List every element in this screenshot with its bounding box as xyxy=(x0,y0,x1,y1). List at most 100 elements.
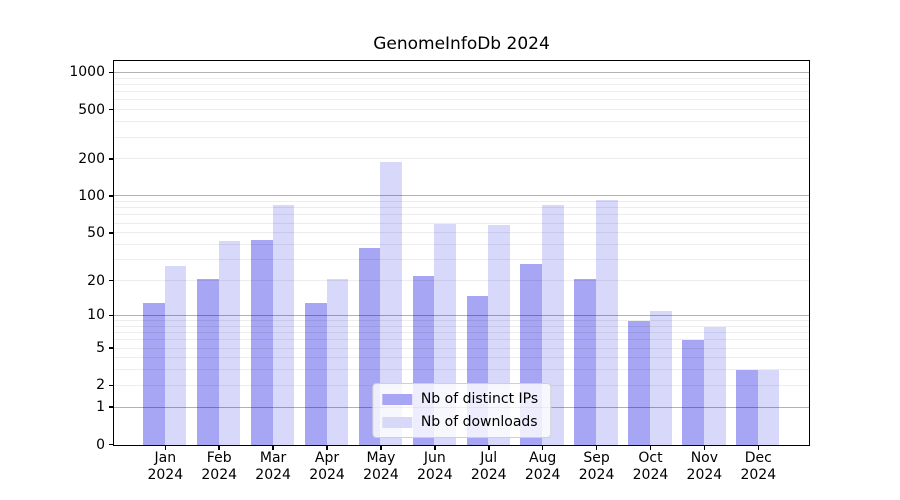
x-tick-mark-mar xyxy=(272,446,274,450)
x-tick-year-feb: 2024 xyxy=(201,467,238,483)
bar-distinct-ips-jan xyxy=(143,302,165,445)
y-tick-mark-5 xyxy=(109,347,113,349)
x-tick-year-sep: 2024 xyxy=(578,467,615,483)
bar-distinct-ips-dec xyxy=(736,370,758,445)
x-tick-year-jul: 2024 xyxy=(470,467,507,483)
bar-distinct-ips-oct xyxy=(628,321,650,445)
bar-distinct-ips-nov xyxy=(682,340,704,445)
bar-downloads-nov xyxy=(703,326,726,445)
y-tick-mark-200 xyxy=(109,158,113,160)
x-tick-mark-jan xyxy=(164,446,167,450)
gridline-minor-900 xyxy=(114,77,809,79)
legend: Nb of distinct IPs Nb of downloads xyxy=(371,383,552,438)
gridline-minor-400 xyxy=(114,121,809,123)
y-tick-label-200: 200 xyxy=(78,150,105,167)
bar-downloads-dec xyxy=(757,370,780,445)
gridline-minor-70 xyxy=(114,214,809,216)
x-tick-mark-feb xyxy=(218,446,220,450)
x-tick-mark-oct xyxy=(649,446,652,450)
y-tick-label-100: 100 xyxy=(78,187,105,204)
x-tick-label-oct: Oct 2024 xyxy=(618,450,682,484)
x-tick-label-jun: Jun 2024 xyxy=(403,450,467,484)
x-tick-year-apr: 2024 xyxy=(309,467,345,483)
x-tick-label-sep: Sep 2024 xyxy=(565,450,629,484)
bar-downloads-apr xyxy=(326,278,349,445)
bar-downloads-mar xyxy=(272,204,295,445)
x-tick-label-mar: Mar 2024 xyxy=(241,450,305,484)
bar-downloads-may xyxy=(380,162,403,445)
bar-distinct-ips-sep xyxy=(574,278,597,445)
x-tick-mark-jun xyxy=(434,446,436,450)
x-tick-label-nov: Nov 2024 xyxy=(672,450,736,484)
x-tick-label-feb: Feb 2024 xyxy=(187,450,251,484)
x-tick-mark-aug xyxy=(541,446,544,450)
gridline-minor-60 xyxy=(114,222,809,224)
y-tick-mark-20 xyxy=(109,279,113,282)
y-tick-label-1: 1 xyxy=(96,399,105,416)
y-tick-label-500: 500 xyxy=(78,101,105,118)
y-tick-mark-1 xyxy=(109,406,113,408)
chart-title: GenomeInfoDb 2024 xyxy=(373,34,550,54)
gridline-minor-80 xyxy=(114,207,809,209)
plot-area: Nb of distinct IPs Nb of downloads xyxy=(113,60,810,446)
y-tick-label-20: 20 xyxy=(87,272,105,289)
x-tick-year-jan: 2024 xyxy=(147,467,184,483)
x-tick-year-mar: 2024 xyxy=(255,467,291,483)
x-tick-mark-apr xyxy=(326,446,328,450)
x-tick-mark-sep xyxy=(595,446,598,450)
legend-swatch-distinct-ips-icon xyxy=(381,393,412,405)
bar-downloads-sep xyxy=(596,199,618,445)
y-tick-mark-50 xyxy=(109,232,113,234)
y-tick-label-50: 50 xyxy=(87,224,105,241)
y-tick-label-2: 2 xyxy=(96,377,105,394)
gridline-minor-300 xyxy=(114,136,809,138)
x-tick-year-oct: 2024 xyxy=(632,467,669,483)
gridline-minor-90 xyxy=(114,201,809,203)
y-tick-mark-500 xyxy=(109,108,113,111)
bar-downloads-jan xyxy=(164,265,187,445)
x-tick-year-jun: 2024 xyxy=(417,467,453,483)
legend-row-distinct-ips: Nb of distinct IPs xyxy=(381,391,539,407)
y-tick-mark-10 xyxy=(109,314,113,317)
legend-label-distinct-ips: Nb of distinct IPs xyxy=(420,391,539,407)
gridline-minor-200 xyxy=(114,158,809,160)
y-tick-mark-100 xyxy=(109,195,113,197)
x-tick-year-nov: 2024 xyxy=(686,467,723,483)
y-tick-mark-2 xyxy=(109,384,113,387)
gridline-major-100 xyxy=(114,195,809,197)
y-tick-label-10: 10 xyxy=(87,307,105,324)
x-tick-mark-may xyxy=(380,446,382,450)
x-tick-label-apr: Apr 2024 xyxy=(295,450,359,484)
x-tick-year-aug: 2024 xyxy=(524,467,561,483)
x-tick-mark-jul xyxy=(488,446,490,450)
gridline-major-1000 xyxy=(114,71,809,73)
y-tick-mark-0 xyxy=(109,443,113,446)
x-tick-label-jul: Jul 2024 xyxy=(457,450,521,484)
legend-swatch-downloads-icon xyxy=(381,416,412,428)
y-tick-label-0: 0 xyxy=(96,436,105,453)
x-tick-label-aug: Aug 2024 xyxy=(511,450,575,484)
x-tick-year-may: 2024 xyxy=(363,467,399,483)
gridline-minor-700 xyxy=(114,91,809,93)
x-tick-mark-dec xyxy=(757,446,760,450)
x-tick-label-dec: Dec 2024 xyxy=(726,450,790,484)
bar-distinct-ips-apr xyxy=(304,302,327,445)
gridline-minor-600 xyxy=(114,99,809,101)
gridline-minor-800 xyxy=(114,83,809,85)
gridline-minor-50 xyxy=(114,232,809,234)
bar-downloads-feb xyxy=(218,241,241,445)
bar-distinct-ips-feb xyxy=(197,278,219,445)
x-tick-label-may: May 2024 xyxy=(349,450,413,484)
y-tick-label-1000: 1000 xyxy=(69,64,105,81)
gridline-minor-500 xyxy=(114,109,809,111)
bar-downloads-oct xyxy=(649,311,672,445)
y-tick-mark-1000 xyxy=(109,71,113,74)
x-tick-label-jan: Jan 2024 xyxy=(133,450,197,484)
legend-row-downloads: Nb of downloads xyxy=(381,414,538,430)
bar-distinct-ips-mar xyxy=(250,240,273,445)
legend-label-downloads: Nb of downloads xyxy=(420,414,538,430)
x-tick-mark-nov xyxy=(703,446,706,450)
x-tick-year-dec: 2024 xyxy=(740,467,777,483)
y-tick-label-5: 5 xyxy=(96,340,105,356)
